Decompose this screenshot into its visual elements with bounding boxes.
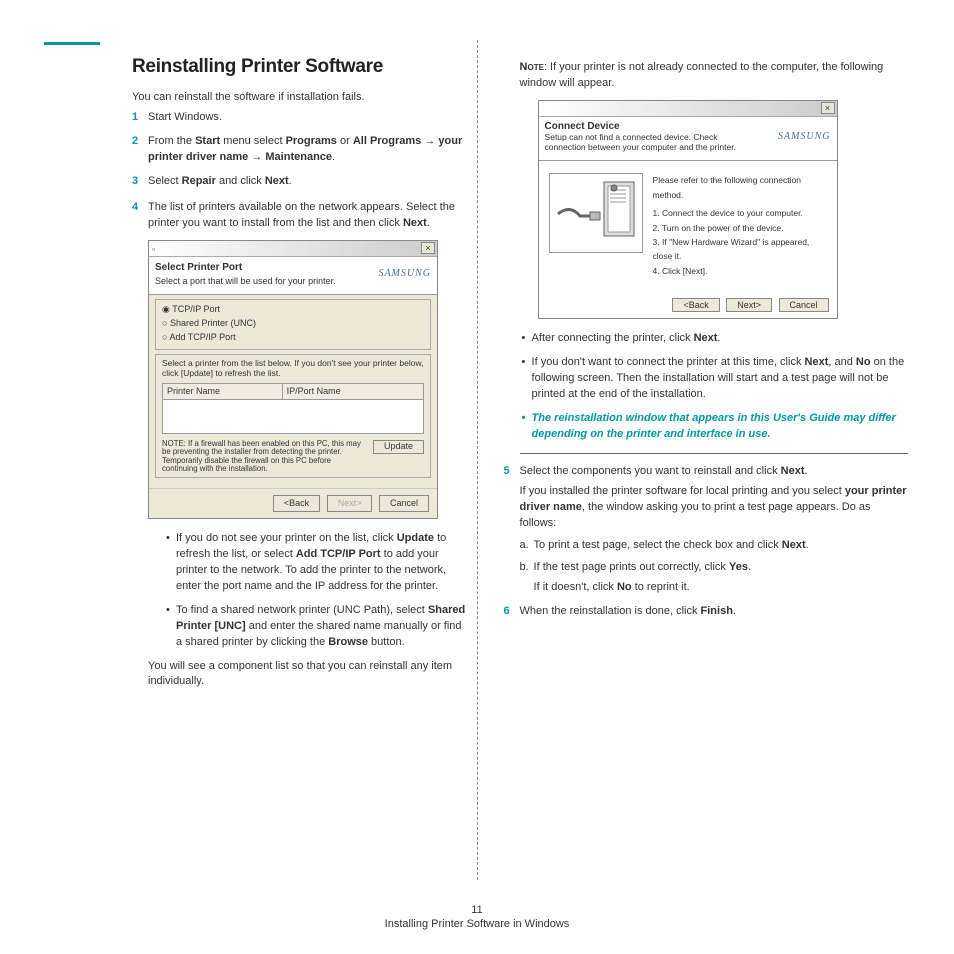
port-radio-group: ◉ TCP/IP Port ○ Shared Printer (UNC) ○ A… [155, 299, 431, 350]
step-5a: a.To print a test page, select the check… [520, 538, 908, 554]
printer-list-instr: Select a printer from the list below. If… [162, 358, 424, 378]
bullet-skip-connect: If you don't want to connect the printer… [520, 355, 908, 403]
step-4-text: The list of printers available on the ne… [148, 201, 455, 229]
back-button[interactable]: <Back [672, 298, 719, 312]
printer-table-body[interactable] [162, 400, 424, 434]
close-icon[interactable]: × [421, 242, 435, 254]
steps-list-left: 1Start Windows. 2 From the Start menu se… [132, 110, 469, 690]
dialog-select-printer-port: ▫ × Select Printer Port Select a port th… [148, 240, 438, 519]
radio-tcpip[interactable]: ◉ TCP/IP Port [162, 303, 424, 316]
dialog2-title: Connect Device [545, 121, 745, 132]
samsung-logo: SAMSUNG [778, 131, 831, 142]
connect-step-1: 1. Connect the device to your computer. [653, 206, 827, 220]
dialog-subtitle: Select a port that will be used for your… [155, 276, 336, 286]
radio-shared-unc[interactable]: ○ Shared Printer (UNC) [162, 317, 424, 330]
dialog-title: Select Printer Port [155, 261, 336, 276]
step-3: 3 Select Repair and click Next. [132, 174, 469, 190]
dialog-connect-device: × Connect Device Setup can not find a co… [538, 100, 838, 319]
page-columns: Reinstalling Printer Software You can re… [46, 40, 908, 880]
firewall-note: NOTE: If a firewall has been enabled on … [162, 440, 367, 474]
page-title: Reinstalling Printer Software [132, 56, 469, 78]
step-5-para2: If you installed the printer software fo… [520, 484, 908, 532]
closing-left: You will see a component list so that yo… [148, 659, 469, 691]
note-label: Note [520, 61, 544, 73]
step-5b-line2: If it doesn't, click No to reprint it. [534, 580, 908, 596]
device-illustration [549, 173, 643, 253]
step-1-text: Start Windows. [148, 111, 222, 123]
next-button[interactable]: Next> [327, 495, 373, 512]
step-2-text: From the Start menu select Programs or A… [148, 135, 462, 163]
page-number: 11 [0, 904, 954, 916]
connect-step-2: 2. Turn on the power of the device. [653, 221, 827, 235]
bullet-after-connect: After connecting the printer, click Next… [520, 331, 908, 347]
column-right: Note: If your printer is not already con… [478, 40, 908, 880]
dialog2-footer: <Back Next> Cancel [539, 292, 837, 318]
step-3-text: Select Repair and click Next. [148, 175, 292, 187]
col-printer-name: Printer Name [163, 384, 283, 399]
step-4: 4 The list of printers available on the … [132, 200, 469, 691]
update-button[interactable]: Update [373, 440, 424, 454]
connect-instructions: Please refer to the following connection… [653, 173, 827, 278]
step-2: 2 From the Start menu select Programs or… [132, 134, 469, 166]
intro-text: You can reinstall the software if instal… [132, 90, 469, 106]
note-connect: Note: If your printer is not already con… [520, 60, 904, 92]
dialog-sys-icon: ▫ [152, 243, 155, 256]
printer-table-header: Printer Name IP/Port Name [162, 383, 424, 400]
radio-add-tcpip[interactable]: ○ Add TCP/IP Port [162, 331, 424, 344]
col-ip-port: IP/Port Name [283, 384, 423, 399]
section-divider [520, 453, 908, 454]
footer-text: Installing Printer Software in Windows [385, 918, 570, 930]
dialog2-titlebar: × [539, 101, 837, 117]
next-button[interactable]: Next> [726, 298, 772, 312]
step-5-text: Select the components you want to reinst… [520, 465, 808, 477]
step4-bullets: If you do not see your printer on the li… [164, 531, 469, 651]
accent-bar [44, 42, 100, 45]
printer-list-group: Select a printer from the list below. If… [155, 354, 431, 478]
right-bullets: After connecting the printer, click Next… [520, 331, 908, 443]
dialog2-header: Connect Device Setup can not find a conn… [539, 117, 837, 161]
steps-list-right: 5 Select the components you want to rein… [504, 464, 908, 620]
dialog-header: Select Printer Port Select a port that w… [149, 257, 437, 296]
back-button[interactable]: <Back [273, 495, 320, 512]
step-6-text: When the reinstallation is done, click F… [520, 605, 736, 617]
column-left: Reinstalling Printer Software You can re… [46, 40, 477, 880]
step-5-sublist: a.To print a test page, select the check… [520, 538, 908, 596]
step-5: 5 Select the components you want to rein… [504, 464, 908, 596]
connect-step-3: 3. If "New Hardware Wizard" is appeared,… [653, 235, 827, 264]
dialog-titlebar: ▫ × [149, 241, 437, 257]
bullet-unc: To find a shared network printer (UNC Pa… [164, 603, 469, 651]
step-1: 1Start Windows. [132, 110, 469, 126]
bullet-update: If you do not see your printer on the li… [164, 531, 469, 595]
dialog-footer: <Back Next> Cancel [149, 488, 437, 518]
cancel-button[interactable]: Cancel [779, 298, 829, 312]
close-icon[interactable]: × [821, 102, 835, 114]
dialog2-subtitle: Setup can not find a connected device. C… [545, 132, 745, 152]
page-footer: 11 Installing Printer Software in Window… [0, 904, 954, 930]
step-6: 6 When the reinstallation is done, click… [504, 604, 908, 620]
step-5b: b.If the test page prints out correctly,… [520, 560, 908, 596]
bullet-note-italic: The reinstallation window that appears i… [520, 411, 908, 443]
cancel-button[interactable]: Cancel [379, 495, 429, 512]
connect-step-4: 4. Click [Next]. [653, 264, 827, 278]
samsung-logo: SAMSUNG [378, 267, 431, 282]
connect-lead: Please refer to the following connection… [653, 173, 827, 202]
